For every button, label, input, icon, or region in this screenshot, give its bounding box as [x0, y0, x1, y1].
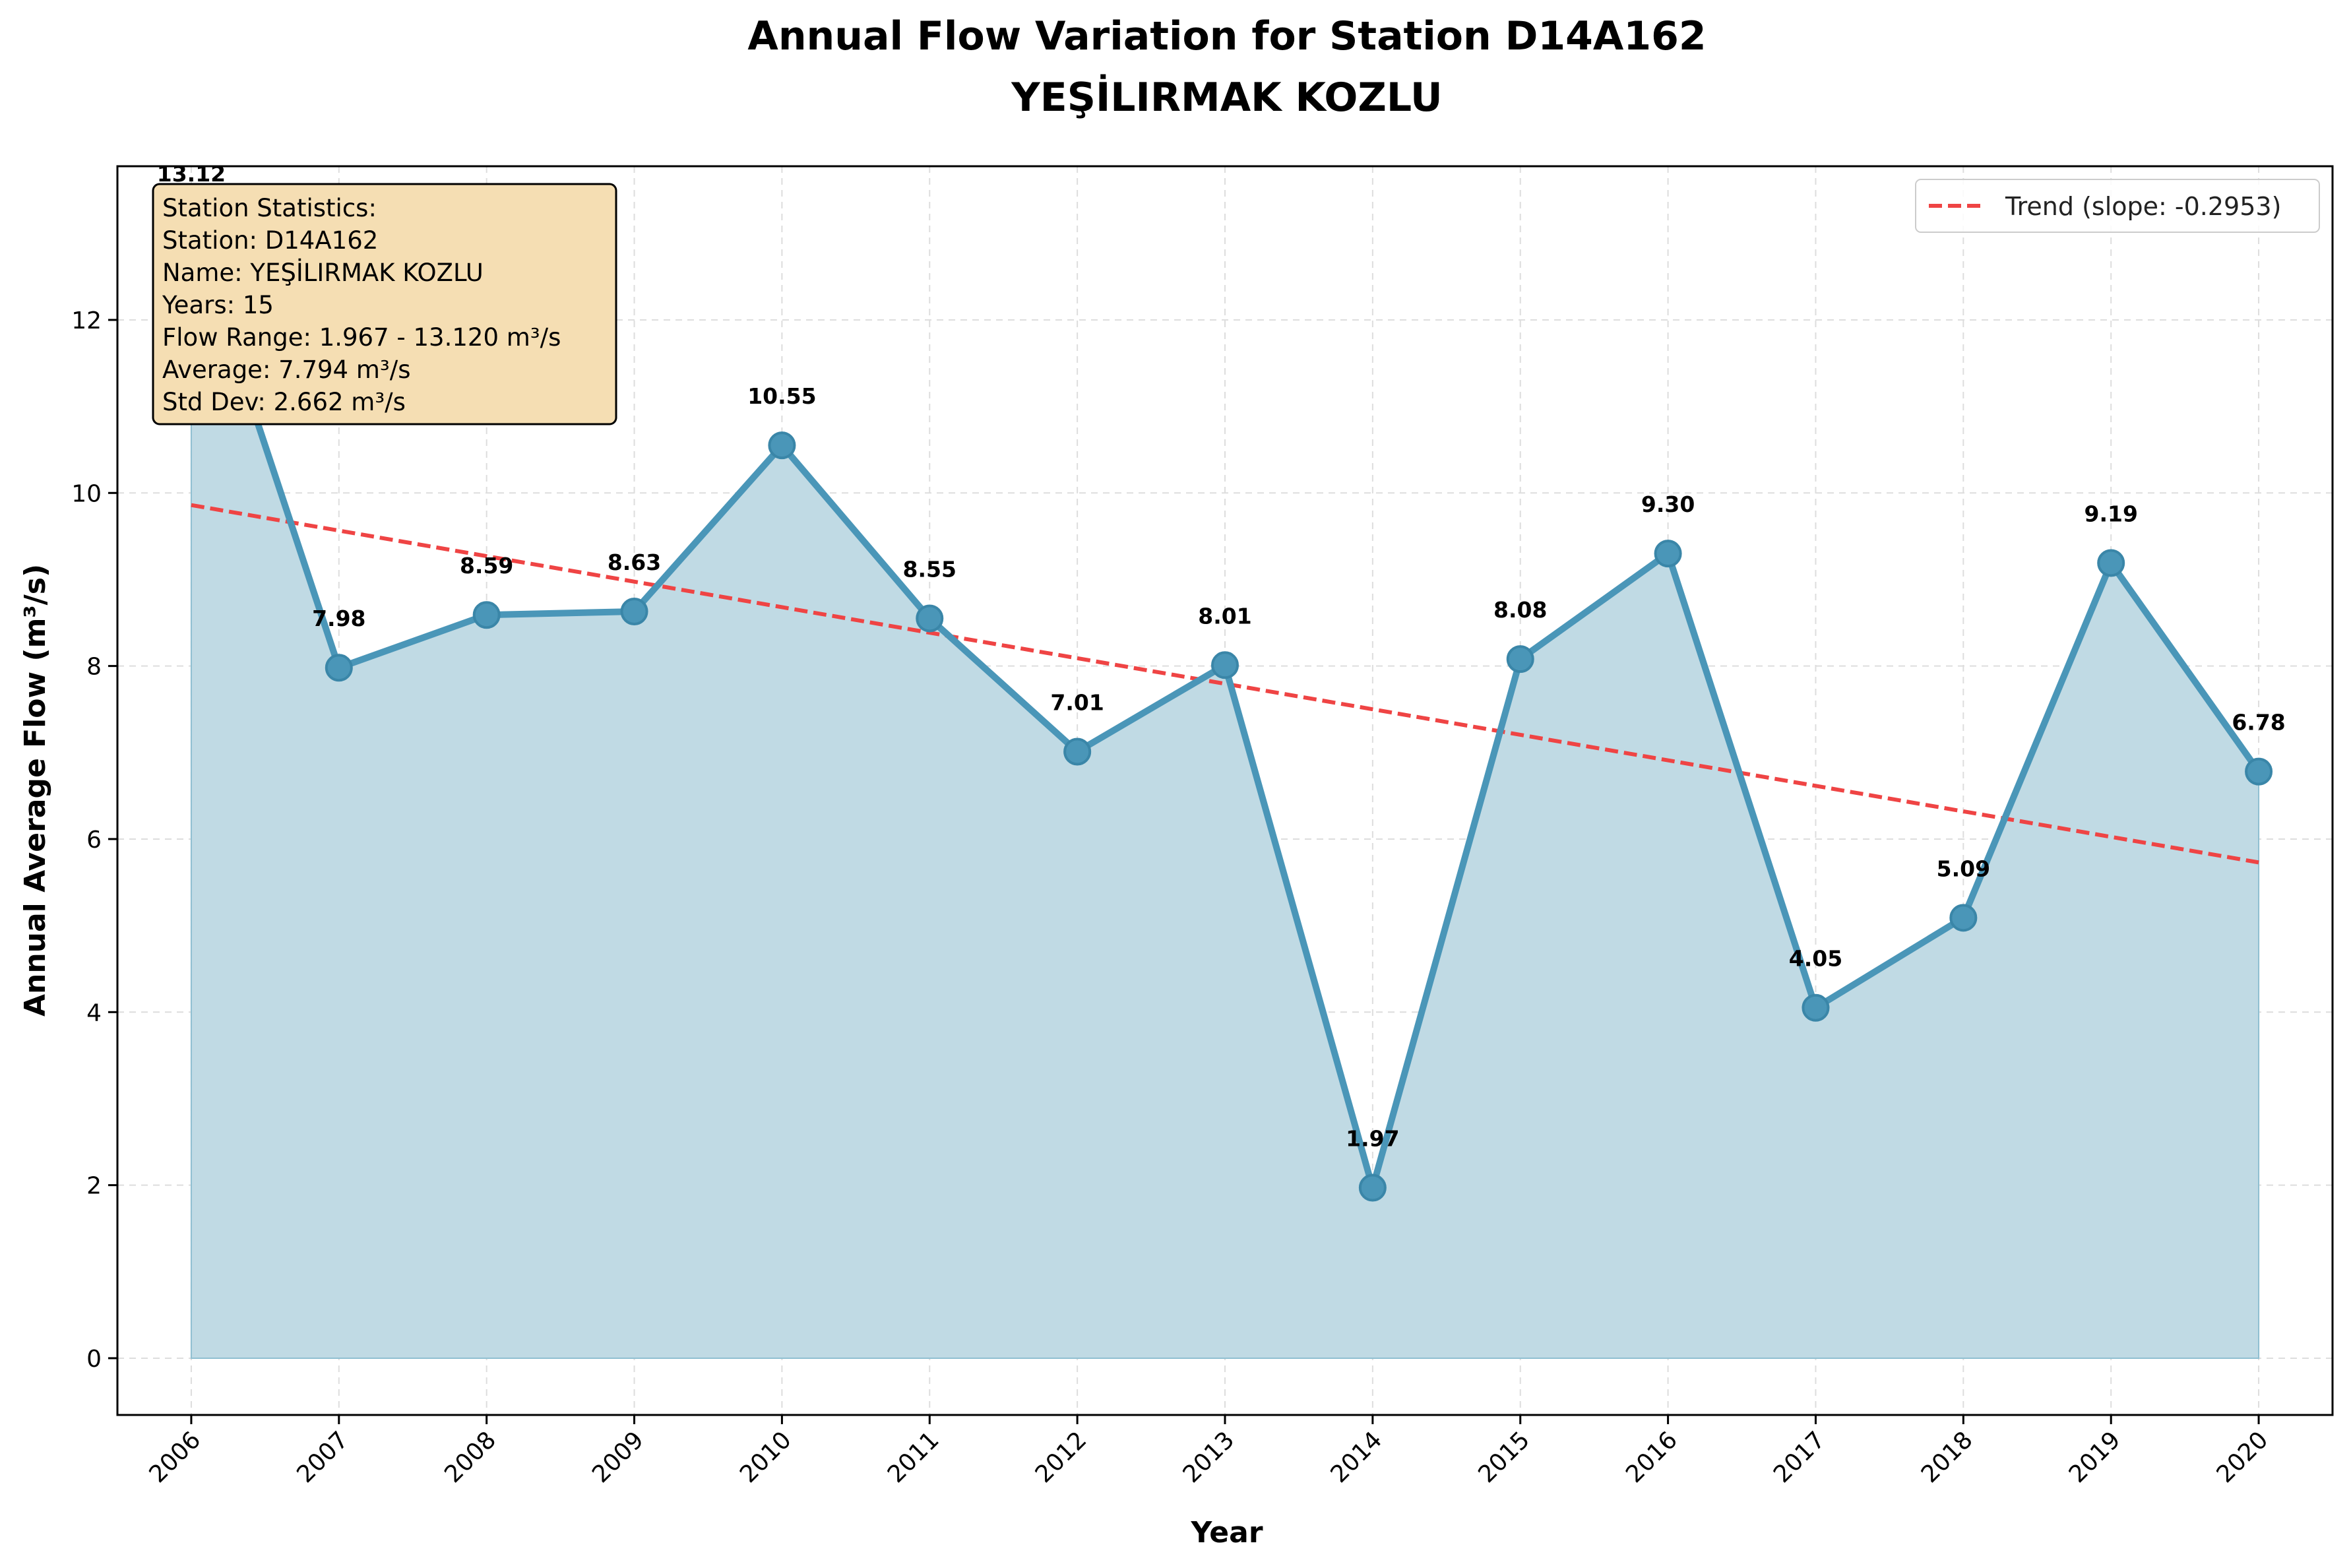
y-tick-label: 0	[86, 1346, 102, 1373]
y-tick-label: 10	[71, 480, 102, 507]
stats-line-years: Years: 15	[162, 291, 274, 319]
trend-line	[191, 503, 2259, 865]
y-tick-label: 4	[86, 999, 102, 1026]
data-point	[2097, 549, 2125, 577]
y-axis-label: Annual Average Flow (m³/s)	[18, 564, 52, 1017]
data-point	[1654, 540, 1682, 568]
data-labels: 13.12 7.98 8.59 8.63 10.55 8.55 7.01 8.01 1.97 8.…	[157, 161, 2286, 1152]
y-tick-label: 8	[86, 654, 102, 681]
data-label: 8.01	[1198, 603, 1251, 629]
y-tick-label: 6	[86, 827, 102, 854]
data-point	[2245, 757, 2273, 786]
data-label: 1.97	[1346, 1126, 1399, 1152]
data-label: 4.05	[1789, 946, 1842, 972]
y-tick-label: 12	[71, 307, 102, 334]
stats-line-average: Average: 7.794 m³/s	[162, 356, 410, 384]
data-point	[1802, 993, 1830, 1022]
data-point	[1063, 737, 1092, 766]
stats-line-name: Name: YEŞİLIRMAK KOZLU	[162, 259, 484, 287]
data-label: 7.01	[1050, 689, 1104, 715]
y-tick-label: 2	[86, 1173, 102, 1200]
data-points	[177, 209, 2273, 1202]
data-point	[472, 601, 501, 629]
trend-layer	[191, 503, 2259, 865]
data-point	[768, 431, 796, 460]
stats-line-station: Station: D14A162	[162, 226, 378, 255]
stats-box: Station Statistics: Station: D14A162 Nam…	[152, 183, 617, 425]
stats-line-heading: Station Statistics:	[162, 194, 377, 222]
data-point	[1358, 1174, 1387, 1202]
data-point	[916, 604, 944, 633]
x-axis-label: Year	[1190, 1516, 1263, 1550]
data-label: 8.63	[608, 549, 661, 575]
data-label: 9.30	[1641, 491, 1695, 517]
data-label: 6.78	[2232, 710, 2285, 736]
data-label: 13.12	[157, 161, 226, 187]
chart-title-line1: Annual Flow Variation for Station D14A16…	[747, 13, 1706, 59]
data-point	[325, 654, 353, 682]
y-axis: 0 2 4 6 8 10 12	[71, 307, 117, 1373]
chart-title-line2: YEŞİLIRMAK KOZLU	[1011, 73, 1442, 121]
data-label: 5.09	[1937, 856, 1990, 881]
stats-line-range: Flow Range: 1.967 - 13.120 m³/s	[162, 323, 561, 352]
legend-box	[1915, 179, 2320, 233]
data-label: 8.59	[460, 553, 513, 579]
data-label: 9.19	[2084, 501, 2137, 527]
data-label: 8.55	[903, 556, 956, 582]
stats-box-text: Station Statistics: Station: D14A162 Nam…	[162, 194, 569, 416]
data-label: 8.08	[1493, 597, 1547, 623]
data-point	[1506, 645, 1534, 674]
data-label: 7.98	[312, 606, 365, 631]
legend: Trend (slope: -0.2953)	[1915, 179, 2320, 233]
data-point	[1949, 904, 1978, 932]
stats-line-stddev: Std Dev: 2.662 m³/s	[162, 388, 406, 416]
legend-trend-label: Trend (slope: -0.2953)	[2005, 192, 2281, 221]
data-point	[1211, 651, 1239, 679]
data-point	[620, 597, 648, 625]
data-label: 10.55	[747, 383, 816, 409]
stats-box-background	[152, 183, 617, 425]
